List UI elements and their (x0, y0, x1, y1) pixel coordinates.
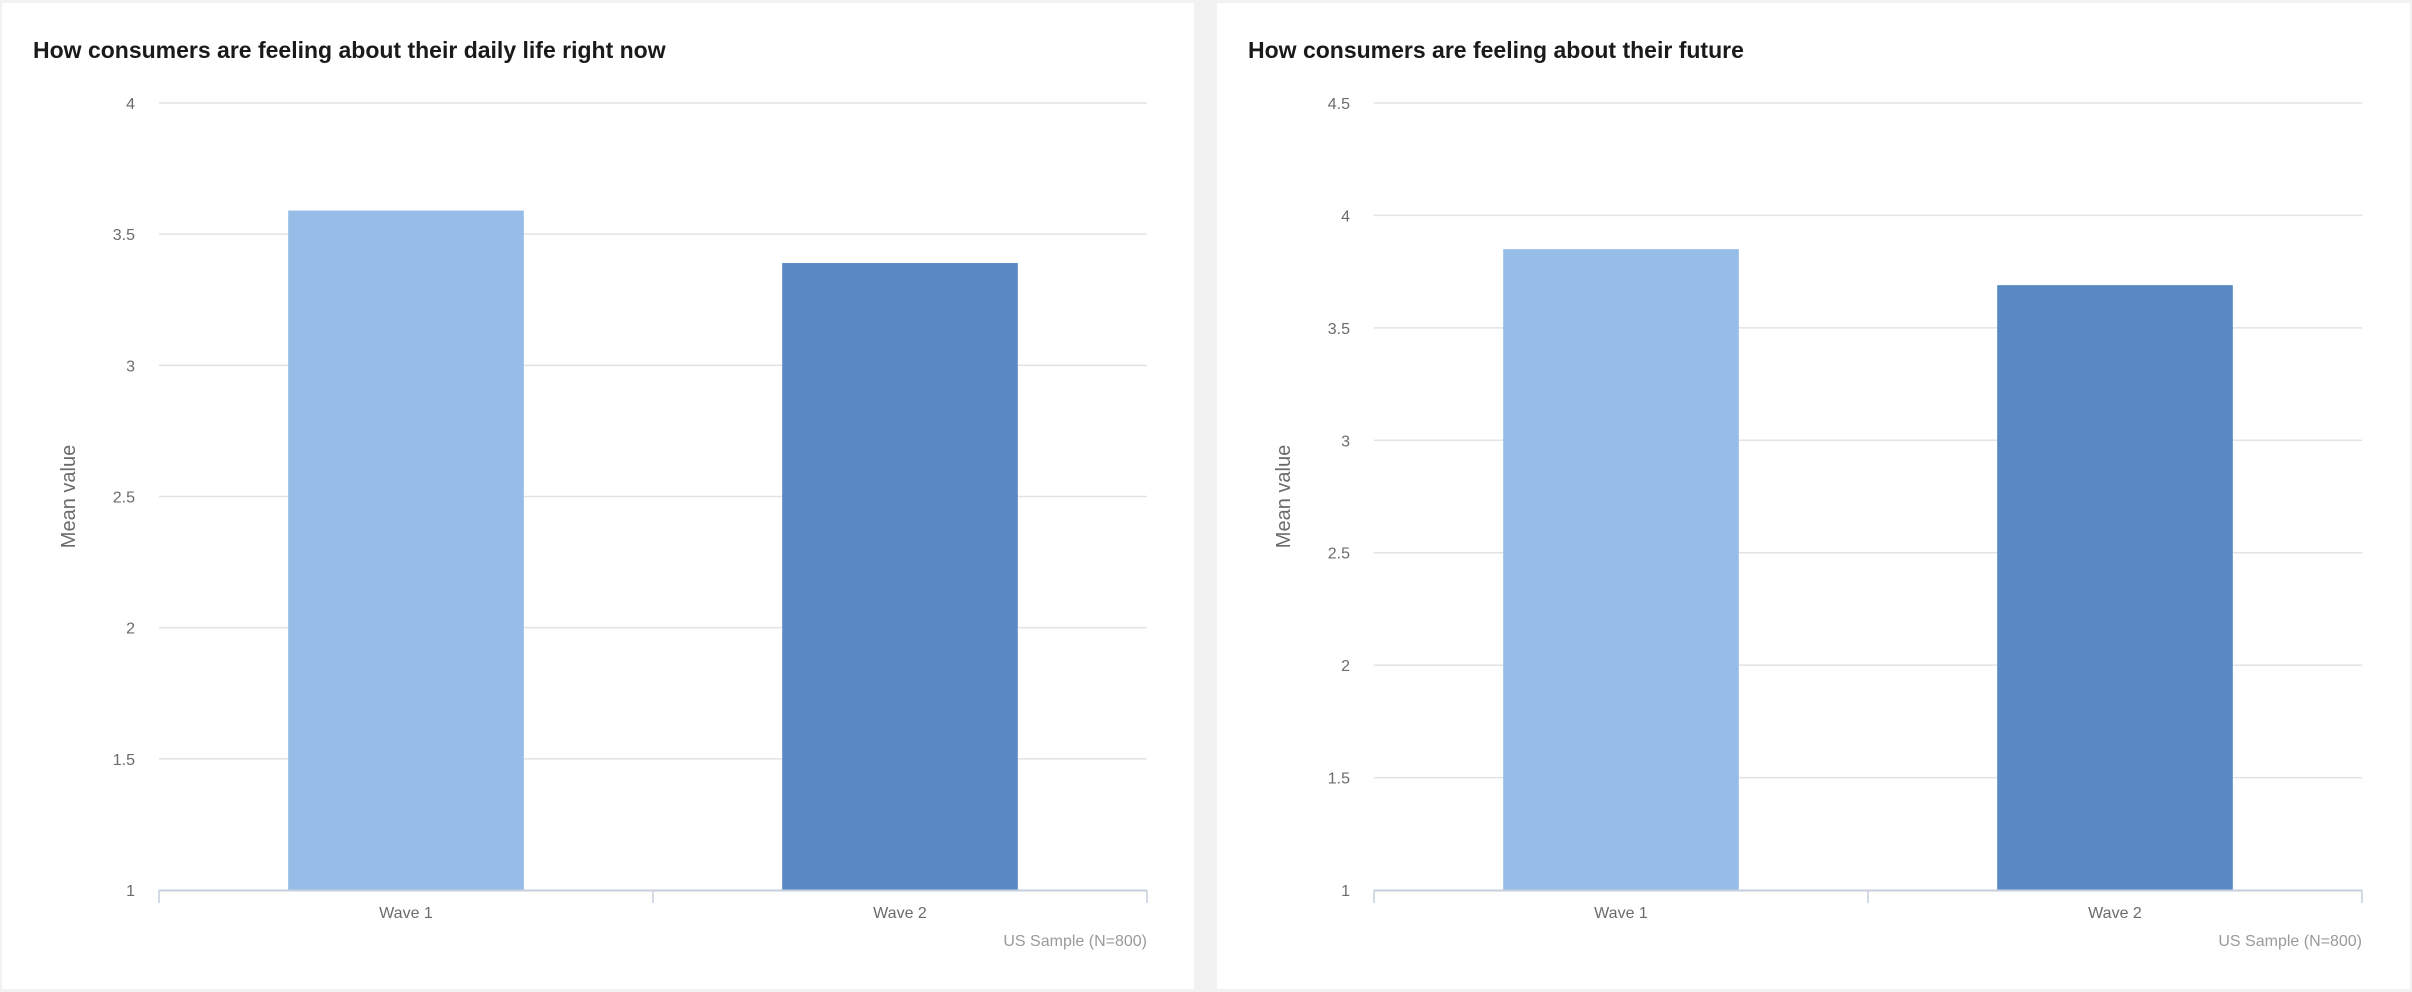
y-tick-label: 3 (1341, 433, 1350, 450)
y-tick-label: 2 (1341, 658, 1350, 675)
y-tick-label: 2 (126, 621, 135, 638)
chart-panel-future: How consumers are feeling about their fu… (1217, 3, 2410, 989)
chart-title: How consumers are feeling about their da… (33, 37, 666, 63)
chart-panel-daily-life: How consumers are feeling about their da… (2, 3, 1194, 989)
y-tick-label: 1 (126, 883, 135, 900)
x-tick-label: Wave 1 (379, 905, 433, 922)
y-axis-title: Mean value (1273, 445, 1295, 548)
y-tick-label: 2.5 (113, 490, 135, 507)
chart-credit: US Sample (N=800) (2218, 933, 2362, 950)
bar-chart-future: 1 1.5 2 2.5 3 3.5 4 4.5 Wave 1 Wave 2 Mean value US… (1273, 96, 2363, 950)
y-tick-label: 1 (1341, 883, 1350, 900)
y-tick-label: 3 (126, 358, 135, 375)
bar (288, 210, 524, 891)
y-tick-label: 4 (1341, 208, 1350, 225)
x-tick-label: Wave 2 (2088, 905, 2142, 922)
x-tick-label: Wave 1 (1594, 905, 1648, 922)
bar (1997, 285, 2233, 890)
bar (1503, 249, 1739, 890)
bar-chart-daily-life: 1 1.5 2 2.5 3 3.5 4 Wave 1 Wave 2 Mean value US Sa… (58, 96, 1148, 950)
y-axis-title: Mean value (58, 445, 80, 548)
chart-credit: US Sample (N=800) (1003, 933, 1147, 950)
y-tick-label: 4.5 (1328, 96, 1350, 113)
x-tick-label: Wave 2 (873, 905, 927, 922)
y-tick-label: 4 (126, 96, 135, 113)
y-tick-label: 1.5 (1328, 771, 1350, 788)
y-tick-label: 1.5 (113, 752, 135, 769)
bar (782, 263, 1018, 891)
y-tick-label: 2.5 (1328, 546, 1350, 563)
chart-title: How consumers are feeling about their fu… (1248, 37, 1744, 63)
y-tick-label: 3.5 (113, 227, 135, 244)
y-tick-label: 3.5 (1328, 321, 1350, 338)
